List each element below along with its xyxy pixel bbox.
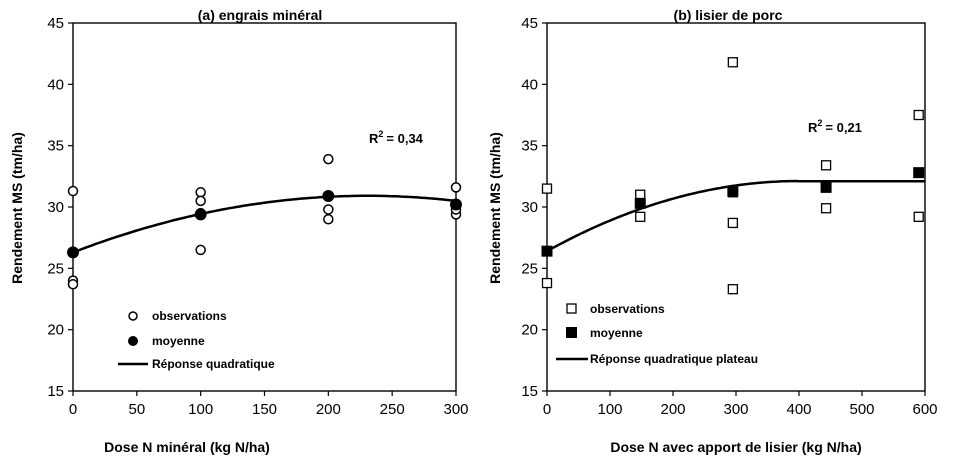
y-tick-label-b: 45 <box>521 15 538 32</box>
y-tick-label-b: 40 <box>521 76 538 93</box>
observation-point-b <box>541 183 553 194</box>
observation-point-b <box>913 109 924 121</box>
r2-prefix-b: R <box>808 120 818 135</box>
y-tick-label-a: 35 <box>47 138 64 155</box>
r-squared-annotation-a: R2 = 0,34 <box>369 129 424 146</box>
y-tick-label-a: 15 <box>47 383 64 400</box>
y-tick-label-b: 20 <box>521 322 538 339</box>
r2-value-b: = 0,21 <box>825 120 862 135</box>
observation-point-a <box>323 153 334 165</box>
mean-point-b <box>820 181 832 193</box>
x-tick-label-a: 100 <box>188 401 213 418</box>
x-tick-label-a: 250 <box>380 401 405 418</box>
mean-point-b <box>541 245 553 257</box>
y-tick-label-b: 30 <box>521 199 538 216</box>
mean-point-a <box>67 246 79 259</box>
observation-point-a <box>195 187 206 198</box>
mean-point-b <box>634 197 646 209</box>
observation-point-a <box>323 204 334 215</box>
observation-point-b <box>913 211 924 222</box>
observation-point-a <box>323 214 334 225</box>
chart-title-b: (b) lisier de porc <box>674 7 783 23</box>
x-axis-label-a: Dose N minéral (kg N/ha) <box>104 439 270 455</box>
mean-point-a <box>322 189 335 202</box>
x-tick-label-b: 100 <box>597 401 622 418</box>
legend-b: observations moyenne Réponse quadratique… <box>556 302 758 366</box>
y-tick-label-a: 40 <box>47 76 64 93</box>
mean-point-b <box>727 185 739 197</box>
observation-point-b <box>820 160 832 171</box>
x-tick-label-b: 500 <box>849 401 874 418</box>
chart-panel-a: (a) engrais minéral Dose N minéral (kg N… <box>9 7 469 455</box>
observation-point-b <box>541 277 553 289</box>
x-tick-label-a: 200 <box>316 401 341 418</box>
r2-value-a: = 0,34 <box>386 131 423 146</box>
r2-superscript-b: 2 <box>817 118 822 128</box>
legend-open-circle-marker-a <box>128 311 138 321</box>
y-tick-label-a: 45 <box>47 15 64 32</box>
x-tick-label-a: 300 <box>443 401 468 418</box>
mean-point-b <box>913 167 925 179</box>
fitted-curve-b <box>546 179 925 253</box>
observation-point-b <box>727 217 738 229</box>
x-tick-label-a: 50 <box>128 401 145 418</box>
y-tick-label-b: 15 <box>521 383 538 400</box>
observation-point-b <box>635 211 646 222</box>
observation-point-b <box>727 284 738 295</box>
fitted-curve-a <box>72 194 457 254</box>
y-tick-label-b: 35 <box>521 138 538 155</box>
legend-label-moyenne-b: moyenne <box>590 326 643 340</box>
legend-label-observations-a: observations <box>152 309 227 323</box>
legend-filled-circle-marker-a <box>128 336 138 346</box>
x-tick-label-a: 0 <box>69 401 77 418</box>
r-squared-annotation-b: R2 = 0,21 <box>808 118 862 135</box>
observation-point-b <box>820 203 832 214</box>
legend-label-moyenne-a: moyenne <box>152 334 205 348</box>
mean-point-a <box>194 208 207 221</box>
x-axis-label-b: Dose N avec apport de lisier (kg N/ha) <box>610 439 861 455</box>
observation-point-a <box>67 279 79 290</box>
y-axis-label-b: Rendement MS (tm/ha) <box>487 132 503 284</box>
legend-label-quadratic-a: Réponse quadratique <box>152 357 275 371</box>
observation-point-a <box>67 185 79 197</box>
chart-panel-b: (b) lisier de porc Dose N avec apport de… <box>487 7 938 455</box>
legend-label-quadratic-plateau-b: Réponse quadratique plateau <box>590 352 758 366</box>
legend-open-square-marker-b <box>566 303 577 314</box>
x-tick-label-b: 600 <box>912 401 937 418</box>
observation-point-a <box>195 244 206 256</box>
observation-point-a <box>195 195 206 207</box>
observation-point-b <box>727 57 738 68</box>
y-axis-label-a: Rendement MS (tm/ha) <box>9 132 25 284</box>
chart-title-a: (a) engrais minéral <box>198 7 323 23</box>
legend-label-observations-b: observations <box>590 302 665 316</box>
observation-point-a <box>450 182 462 193</box>
y-tick-label-b: 25 <box>521 260 538 277</box>
legend-filled-square-marker-b <box>566 327 577 338</box>
plot-frame-a <box>72 22 457 392</box>
x-tick-label-b: 300 <box>723 401 748 418</box>
x-tick-label-b: 0 <box>543 401 551 418</box>
y-tick-label-a: 25 <box>47 260 64 277</box>
r2-prefix-a: R <box>369 131 379 146</box>
mean-point-a <box>450 198 462 211</box>
r2-superscript-a: 2 <box>378 129 383 139</box>
x-tick-label-a: 150 <box>252 401 277 418</box>
y-tick-label-a: 30 <box>47 199 64 216</box>
y-tick-label-a: 20 <box>47 322 64 339</box>
legend-a: observations moyenne Réponse quadratique <box>118 309 275 371</box>
x-tick-label-b: 400 <box>786 401 811 418</box>
x-tick-label-b: 200 <box>660 401 685 418</box>
